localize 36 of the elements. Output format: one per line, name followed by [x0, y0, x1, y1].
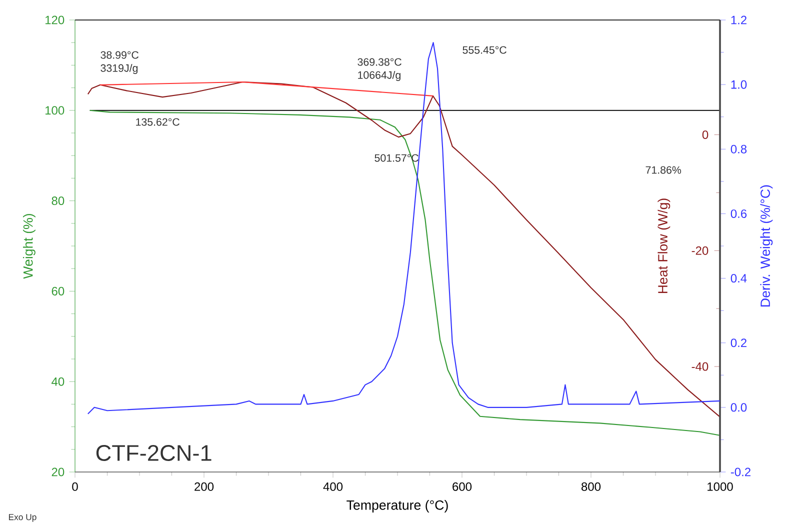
y-axis-title: Weight (%) [23, 214, 36, 279]
y-tick-label: 20 [52, 468, 64, 476]
x-tick-label: 200 [194, 482, 214, 491]
x-tick-label: 600 [452, 482, 472, 491]
y-tick-label: 100 [46, 106, 64, 115]
annotation: 3319J/g [100, 64, 138, 74]
y3-tick-label: 0.2 [730, 338, 746, 348]
x-tick-label: 0 [72, 482, 78, 491]
annotation: 71.86% [646, 166, 682, 174]
y2-tick-label: 0 [702, 130, 708, 139]
y3-tick-label: 0.0 [730, 403, 747, 412]
y3-tick-label: 0.8 [730, 144, 747, 154]
text: Exo Up [8, 514, 36, 522]
annotation: 38.99°C [100, 51, 139, 59]
x-axis-title: Temperature (°C) [346, 500, 448, 512]
y2-tick-label: -20 [692, 246, 708, 255]
annotation: 135.62°C [136, 118, 180, 126]
y-tick-label: 80 [52, 196, 64, 206]
annotation: CTF-2CN-1 [96, 444, 212, 462]
y3-tick-label: 1.0 [731, 80, 747, 89]
x-tick-label: 400 [323, 482, 343, 491]
y-tick-label: 120 [46, 16, 64, 24]
y3-tick-label: 0.4 [730, 274, 747, 283]
y2-axis-title: Heat Flow (W/g) [658, 198, 670, 294]
y3-tick-label: 1.2 [731, 16, 746, 24]
y3-axis-title: Deriv. Weight (%/°C) [760, 185, 773, 306]
x-tick-label: 1000 [708, 482, 733, 491]
y-tick-label: 40 [52, 377, 64, 386]
x-tick-label: 800 [582, 482, 601, 491]
y3-tick-label: -0.2 [730, 468, 750, 476]
annotation: 10664J/g [358, 71, 400, 81]
annotation: 555.45°C [462, 46, 506, 54]
annotation: 369.38°C [358, 58, 402, 66]
y-tick-label: 60 [52, 286, 64, 296]
y3-tick-label: 0.6 [730, 209, 747, 218]
y2-tick-label: -40 [692, 362, 708, 371]
